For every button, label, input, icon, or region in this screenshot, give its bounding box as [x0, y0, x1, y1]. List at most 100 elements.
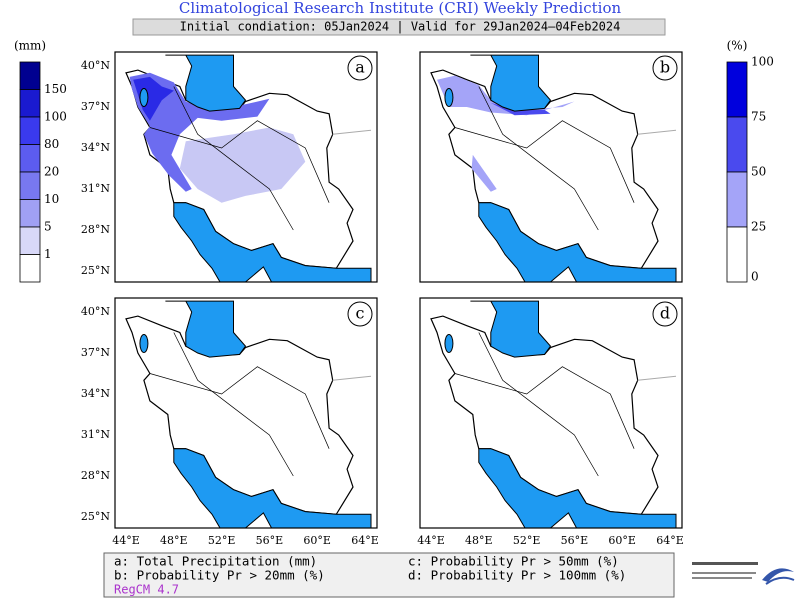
lake [444, 87, 454, 107]
legend-swatch [19, 254, 41, 283]
panel-label: c [356, 304, 365, 323]
lon-label: 48°E [465, 534, 493, 547]
map-content [115, 52, 377, 282]
persian-gulf [478, 202, 677, 282]
caspian-sea [165, 300, 247, 358]
legend-label: 80 [44, 137, 59, 151]
lat-label: 31°N [81, 182, 110, 195]
province-border [454, 366, 635, 449]
panel-frame [114, 51, 378, 283]
neighbour-border [637, 375, 677, 381]
panel-frame [419, 51, 683, 283]
footer-line: c: Probability Pr > 50mm (%) [408, 554, 619, 569]
persian-gulf [173, 202, 372, 282]
province-border [454, 120, 635, 203]
footer-box [103, 552, 675, 598]
panel-frame [419, 297, 683, 529]
legend-label: 5 [44, 220, 52, 234]
map-content [420, 298, 682, 528]
shading [437, 75, 575, 116]
shading [133, 76, 174, 121]
lat-label: 25°N [81, 264, 110, 277]
lon-label: 64°E [351, 534, 379, 547]
lat-label: 28°N [81, 223, 110, 236]
subtitle: Initial condiation: 05Jan2024 | Valid fo… [180, 20, 621, 34]
panel-label-circle [652, 301, 678, 327]
lon-label: 56°E [561, 534, 589, 547]
legend-swatch [19, 226, 41, 255]
shading [179, 127, 306, 203]
lon-label: 60°E [303, 534, 331, 547]
province-border [149, 120, 330, 203]
legend-label: 75 [751, 110, 766, 124]
legend-swatch [726, 226, 748, 283]
legend-label: 0 [751, 270, 759, 284]
panel-label: b [660, 58, 670, 77]
lon-label: 48°E [160, 534, 188, 547]
lat-label: 40°N [81, 305, 110, 318]
legend-label: 100 [751, 55, 774, 69]
legend-label: 20 [44, 165, 59, 179]
legend-label: 10 [44, 192, 59, 206]
legend-swatch [726, 171, 748, 228]
legend-swatch [19, 144, 41, 173]
legend-swatch [19, 171, 41, 200]
neighbour-border [332, 375, 372, 381]
province-border [478, 332, 599, 477]
legend-unit: (mm) [14, 39, 46, 53]
lat-label: 31°N [81, 428, 110, 441]
province-border [478, 86, 599, 231]
province-border [173, 332, 294, 477]
legend-swatch [19, 89, 41, 118]
panel-label-circle [347, 55, 373, 81]
lake [139, 87, 149, 107]
lon-label: 52°E [208, 534, 236, 547]
legend-swatch [726, 116, 748, 173]
lat-label: 37°N [81, 100, 110, 113]
lat-label: 34°N [81, 387, 110, 400]
footer-line: a: Total Precipitation (mm) [114, 554, 317, 569]
model-label: RegCM 4.7 [114, 583, 179, 597]
legend-unit: (%) [727, 39, 748, 53]
title: Climatological Research Institute (CRI) … [179, 0, 622, 17]
logo [692, 562, 795, 585]
neighbour-border [637, 129, 677, 135]
lon-label: 52°E [513, 534, 541, 547]
map-content [115, 298, 377, 528]
legend-label: 50 [751, 165, 766, 179]
caspian-sea [165, 54, 247, 112]
caspian-sea [470, 300, 552, 358]
persian-gulf [173, 448, 372, 528]
legend-label: 150 [44, 82, 67, 96]
lake [444, 333, 454, 353]
footer-line: d: Probability Pr > 100mm (%) [408, 568, 626, 583]
legend-swatch [19, 61, 41, 90]
lon-label: 44°E [112, 534, 140, 547]
shading [490, 102, 551, 116]
legend-swatch [726, 61, 748, 118]
map-panel: c 40°N 37°N 34°N 31°N 28°N 25°N44°E 48°E 52°E 56°… [81, 297, 379, 547]
lat-label: 25°N [81, 510, 110, 523]
map-content [420, 52, 682, 282]
lat-label: 37°N [81, 346, 110, 359]
panel-label: d [660, 304, 670, 323]
lat-label: 40°N [81, 59, 110, 72]
caspian-sea [470, 54, 552, 112]
legend-label: 1 [44, 247, 52, 261]
legend-swatch [19, 199, 41, 228]
shading [129, 72, 270, 192]
legend-swatch [19, 116, 41, 145]
footer-line: b: Probability Pr > 20mm (%) [114, 568, 325, 583]
panel-frame [114, 297, 378, 529]
neighbour-border [332, 129, 372, 135]
lake [139, 333, 149, 353]
lon-label: 56°E [256, 534, 284, 547]
panel-label-circle [347, 301, 373, 327]
persian-gulf [478, 448, 677, 528]
lon-label: 44°E [417, 534, 445, 547]
panel-label-circle [652, 55, 678, 81]
subtitle-box [132, 18, 666, 36]
lon-label: 60°E [608, 534, 636, 547]
legend-label: 100 [44, 110, 67, 124]
